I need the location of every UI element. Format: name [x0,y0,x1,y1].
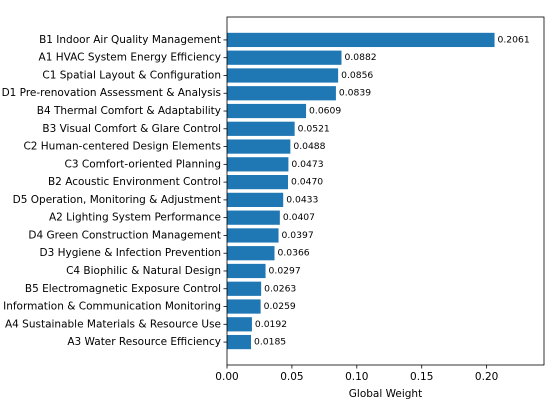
value-label: 0.0839 [339,88,371,99]
x-tick-label: 0.05 [280,371,303,383]
category-label: D3 Hygiene & Infection Prevention [40,247,222,259]
bar-8 [227,157,289,172]
value-label: 0.0470 [291,177,323,188]
category-label: B3 Visual Comfort & Glare Control [42,123,221,135]
value-label: 0.0263 [264,283,296,294]
category-label: D5 Operation, Monitoring & Adjustment [13,194,221,206]
bar-1 [227,32,495,48]
value-label: 0.0397 [282,230,314,241]
value-label: 0.0521 [298,123,330,134]
value-label: 0.0192 [255,319,287,330]
bar-3 [227,68,339,83]
value-label: 0.0473 [291,159,323,170]
category-label: B4 Thermal Comfort & Adaptability [37,105,221,117]
category-label: B1 Indoor Air Quality Management [39,34,221,46]
category-label: C1 Spatial Layout & Configuration [42,69,221,81]
bar-10 [227,192,284,207]
bar-2 [227,50,342,65]
category-label: D4 Green Construction Management [28,229,221,241]
value-label: 0.0609 [309,106,341,117]
value-label: 0.0259 [264,301,296,312]
bars-layer [227,32,495,350]
value-label: 0.0433 [286,194,318,205]
value-label: 0.0407 [283,212,315,223]
value-label: 0.0297 [269,265,301,276]
bar-17 [227,317,252,332]
value-label: 0.0856 [341,70,373,81]
bar-11 [227,210,280,225]
x-tick-label: 0.00 [215,371,238,383]
category-label: A3 Water Resource Efficiency [67,336,221,348]
bar-14 [227,263,266,279]
category-label: A4 Sustainable Materials & Resource Use [5,318,221,330]
value-labels: 0.2061 0.0882 0.0856 0.0839 0.0609 0.0521 0.04… [254,34,530,347]
value-label: 0.0185 [254,337,286,348]
bar-15 [227,281,262,296]
bar-9 [227,175,289,190]
category-label: C4 Biophilic & Natural Design [66,265,221,277]
bar-7 [227,139,291,154]
bar-16 [227,299,261,314]
x-tick-label: 0.15 [410,371,433,383]
category-label: A2 Lighting System Performance [49,212,221,224]
x-tick-label: 0.20 [475,371,498,383]
value-label: 0.2061 [498,34,530,45]
bar-13 [227,246,275,261]
x-tick-label: 0.10 [345,371,368,383]
bar-18 [227,334,252,350]
bar-12 [227,228,279,243]
category-label: B2 Acoustic Environment Control [48,176,221,188]
x-axis-label: Global Weight [349,388,422,400]
category-label: A1 HVAC System Energy Efficiency [39,52,221,64]
plot-frame [226,16,545,366]
bar-4 [227,86,336,101]
bar-6 [227,121,295,136]
category-labels: B1 Indoor Air Quality Management A1 HVAC … [0,34,227,348]
category-label: D1 Pre-renovation Assessment & Analysis [2,87,221,99]
bar-5 [227,103,307,119]
category-label: B5 Electromagnetic Exposure Control [25,283,221,295]
x-axis: 0.00 0.05 0.10 0.15 0.20 [215,365,498,383]
value-label: 0.0366 [278,248,310,259]
category-label: C3 Comfort-oriented Planning [65,158,221,170]
category-label: D2 Information & Communication Monitorin… [0,301,221,313]
value-label: 0.0882 [344,52,376,63]
category-label: C2 Human-centered Design Elements [23,141,221,153]
value-label: 0.0488 [293,141,325,152]
